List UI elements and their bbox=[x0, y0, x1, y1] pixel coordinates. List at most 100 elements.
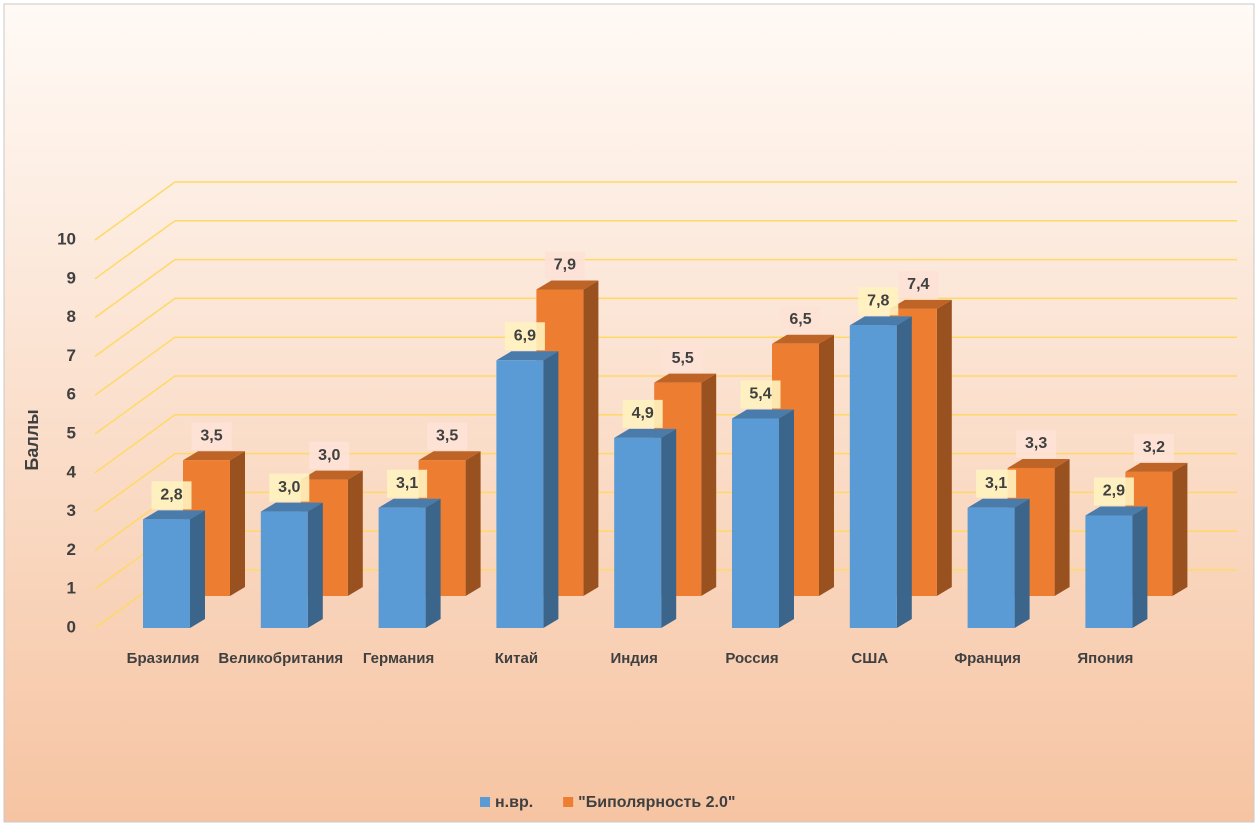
grid-line bbox=[94, 258, 1237, 319]
x-tick-label: Франция bbox=[954, 650, 1021, 667]
data-label: 3,5 bbox=[200, 427, 222, 444]
bar-side bbox=[1054, 458, 1070, 596]
data-label-box bbox=[622, 399, 663, 428]
bar-side bbox=[661, 428, 677, 628]
bar bbox=[614, 437, 662, 628]
bar bbox=[732, 418, 779, 628]
bar-side bbox=[307, 502, 323, 628]
bar-top bbox=[967, 498, 1030, 508]
y-axis-label: Баллы bbox=[22, 409, 42, 470]
bar bbox=[849, 325, 897, 628]
x-tick-label: Великобритания bbox=[218, 650, 343, 667]
bar-top bbox=[418, 451, 481, 461]
bar-top bbox=[889, 299, 952, 309]
data-label-box bbox=[858, 287, 899, 316]
data-label: 7,4 bbox=[907, 276, 929, 293]
y-tick-label: 0 bbox=[67, 617, 76, 636]
data-label: 6,5 bbox=[789, 311, 811, 328]
data-label: 2,9 bbox=[1103, 483, 1125, 500]
y-tick-label: 10 bbox=[57, 229, 76, 248]
x-tick-label: Япония bbox=[1077, 650, 1133, 667]
x-tick-label: Бразилия bbox=[127, 650, 200, 667]
bar-side bbox=[936, 299, 952, 596]
data-label-box bbox=[309, 441, 350, 470]
data-label: 6,9 bbox=[514, 327, 536, 344]
y-tick-label: 5 bbox=[67, 423, 76, 442]
bar-top bbox=[849, 316, 912, 326]
y-tick-label: 2 bbox=[67, 540, 76, 559]
x-tick-label: США bbox=[851, 650, 888, 667]
bar-side bbox=[347, 470, 363, 596]
bar-side bbox=[583, 280, 599, 596]
bar-top bbox=[614, 428, 677, 438]
data-label: 4,9 bbox=[632, 405, 654, 422]
grid-line bbox=[94, 181, 1237, 241]
bar-top bbox=[732, 409, 794, 419]
y-tick-label: 9 bbox=[67, 268, 76, 287]
data-label-box bbox=[898, 270, 939, 299]
bar-top bbox=[1125, 462, 1188, 472]
bar-top bbox=[143, 510, 205, 520]
bar-side bbox=[543, 351, 559, 628]
bar-side bbox=[465, 451, 481, 596]
y-tick-label: 4 bbox=[67, 462, 77, 481]
bar-top bbox=[772, 334, 834, 344]
data-label-box bbox=[976, 469, 1017, 498]
y-tick-label: 3 bbox=[67, 501, 76, 520]
bar-top bbox=[300, 470, 363, 480]
data-label: 3,1 bbox=[985, 475, 1007, 492]
bar-side bbox=[190, 510, 205, 628]
x-tick-label: Индия bbox=[611, 650, 658, 667]
bar bbox=[496, 360, 544, 628]
data-label-box bbox=[387, 469, 428, 498]
bar bbox=[967, 507, 1015, 628]
y-tick-label: 1 bbox=[67, 579, 76, 598]
legend-label: "Биполярность 2.0" bbox=[578, 794, 735, 811]
bar-side bbox=[1132, 506, 1148, 628]
data-label: 7,8 bbox=[867, 293, 889, 310]
bar-side bbox=[896, 316, 912, 628]
bar bbox=[378, 507, 426, 628]
y-tick-label: 6 bbox=[67, 385, 76, 404]
bar-top bbox=[183, 451, 245, 461]
data-label-box bbox=[1133, 433, 1174, 462]
data-label-box bbox=[1093, 477, 1134, 506]
data-label: 3,1 bbox=[396, 475, 418, 492]
data-label-box bbox=[191, 422, 232, 451]
bar-side bbox=[819, 334, 834, 596]
bar-side bbox=[1172, 462, 1188, 596]
data-label: 3,3 bbox=[1025, 435, 1047, 452]
bar-top bbox=[1007, 458, 1070, 468]
bar bbox=[143, 519, 190, 628]
bar-side bbox=[425, 498, 441, 628]
bar bbox=[260, 511, 308, 628]
x-tick-label: Китай bbox=[495, 650, 538, 667]
data-label: 7,9 bbox=[554, 257, 576, 274]
bar-side bbox=[230, 451, 245, 596]
y-tick-label: 7 bbox=[67, 346, 76, 365]
bar-top bbox=[1085, 506, 1148, 516]
grid-line bbox=[94, 220, 1237, 280]
data-label: 3,0 bbox=[318, 447, 340, 464]
legend-swatch bbox=[480, 797, 490, 807]
data-label: 2,8 bbox=[160, 487, 182, 504]
bar-top bbox=[536, 280, 599, 290]
data-label-box bbox=[780, 305, 821, 334]
x-tick-label: Россия bbox=[725, 650, 778, 667]
y-tick-label: 8 bbox=[67, 307, 76, 326]
legend-swatch bbox=[563, 797, 574, 807]
x-tick-label: Германия bbox=[363, 650, 434, 667]
bar-top bbox=[496, 351, 559, 361]
data-label: 5,5 bbox=[672, 350, 694, 367]
bar bbox=[1085, 515, 1133, 628]
bar-side bbox=[1014, 498, 1030, 628]
bar-side bbox=[701, 373, 717, 596]
data-label-box bbox=[269, 473, 310, 502]
data-label-box bbox=[662, 344, 703, 373]
bar-top bbox=[260, 502, 323, 512]
data-label-box bbox=[1016, 429, 1057, 458]
data-label-box bbox=[544, 251, 585, 280]
bar-top bbox=[654, 373, 717, 383]
legend-label: н.вр. bbox=[495, 794, 533, 811]
